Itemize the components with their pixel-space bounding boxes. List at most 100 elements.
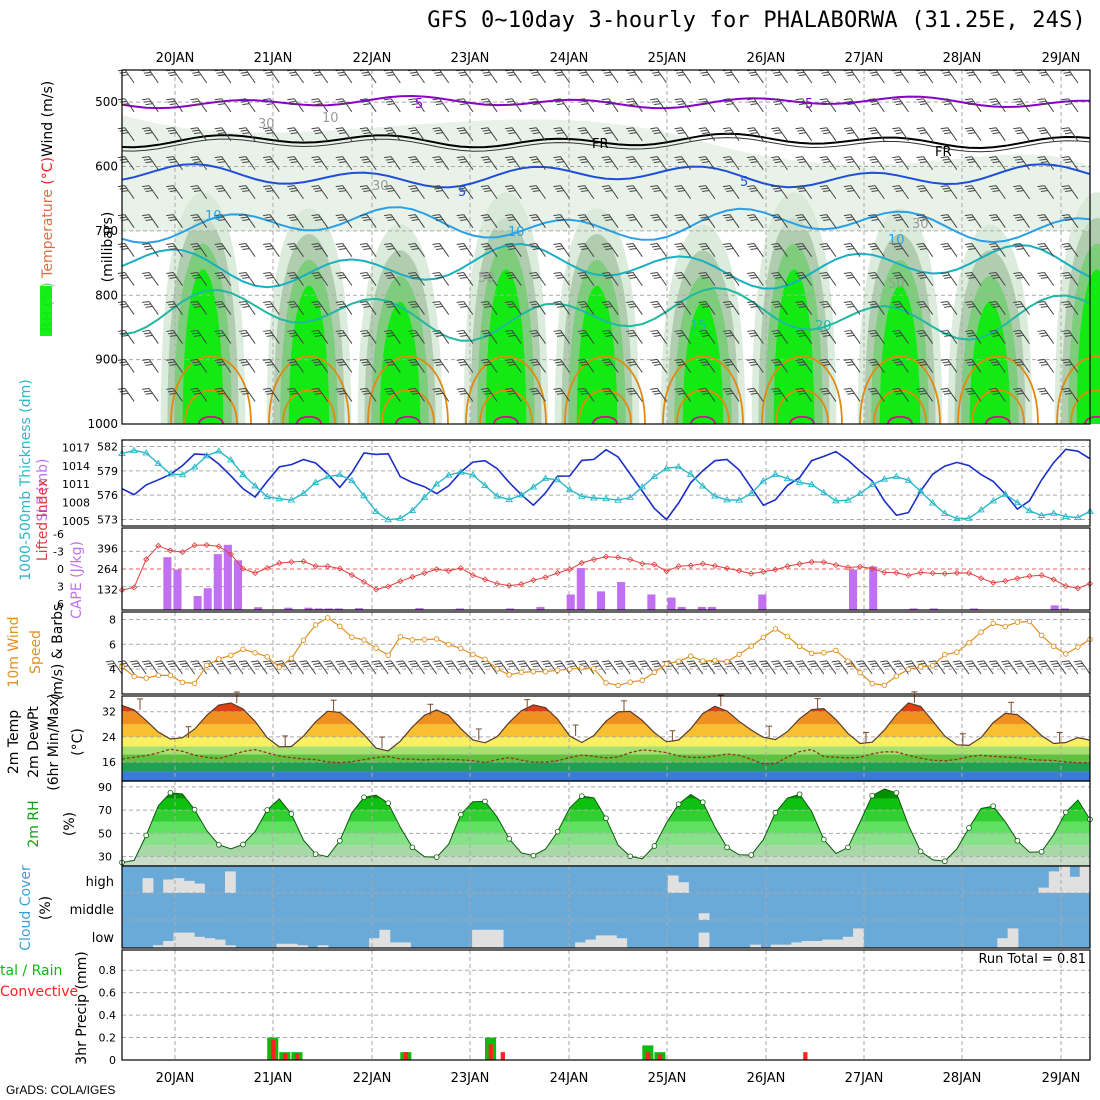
wind-barb-feather (629, 276, 637, 279)
wind-barb-feather (674, 185, 682, 188)
wind-barb-feather (263, 660, 271, 663)
wind-barb-feather (724, 390, 732, 393)
cape-bar (869, 566, 878, 610)
wind-barb-feather (387, 247, 395, 250)
rh2m-point (917, 848, 924, 855)
wind-barb-feather (553, 329, 561, 332)
wind-barb-feather (1061, 329, 1069, 332)
wind-barb-feather (601, 243, 609, 246)
wind-barb-feather (579, 274, 587, 277)
lifted-index-point (373, 586, 380, 593)
wind-barb-feather (311, 98, 319, 101)
wind-barb-feather (893, 129, 902, 132)
wind-barb-feather (529, 156, 537, 159)
wind-barb-feather (337, 129, 345, 132)
wind-barb-feather (314, 103, 323, 106)
wind-barb-feather (387, 665, 395, 668)
wind-barb-feather (408, 214, 416, 217)
wind-speed-point (724, 658, 730, 665)
wind-barb-feather (1065, 219, 1073, 221)
wind-barb-feather (214, 127, 222, 130)
wind-barb (354, 660, 365, 675)
wind-barb-feather (978, 662, 986, 665)
wind-barb-feather (169, 665, 177, 668)
wind-barb-feather (674, 387, 682, 390)
wind-barb-feather (1039, 390, 1047, 393)
surface-isotherm (184, 389, 238, 425)
slp-tick: 1011 (62, 478, 90, 491)
wind-barb-feather (992, 161, 1000, 164)
wind-speed-point (300, 637, 307, 644)
wind-barb-feather (980, 665, 988, 668)
wind-barb-feather (193, 74, 202, 77)
cape-bar (354, 608, 363, 610)
wind-barb-feather (747, 329, 755, 332)
wind-barb-feather (698, 243, 706, 246)
wind-barb (185, 660, 196, 675)
lifted-index-point (1062, 582, 1069, 590)
wind-barb-feather (750, 190, 758, 193)
convective-bar (282, 1053, 288, 1060)
slp-point (481, 481, 489, 488)
wind-barb-feather (192, 216, 200, 219)
wind-barb-feather (651, 71, 660, 74)
cape-bar (647, 594, 656, 610)
wind-barb-feather (868, 329, 876, 332)
contour-label: 50 (888, 277, 905, 292)
wind-barb-feather (482, 158, 490, 161)
wind-barb-feather (447, 665, 456, 668)
wind-barb-feather (651, 129, 660, 132)
cross-section-frame (121, 69, 1091, 425)
cloud-cell-low (317, 945, 329, 948)
wind-speed-point (276, 664, 283, 670)
wind-barb-feather (529, 358, 537, 361)
wind-barb-feather (916, 214, 924, 217)
wind-barb-feather (335, 387, 343, 390)
wind-barb-feather (726, 334, 734, 337)
wind-barb-feather (702, 363, 710, 366)
wind-barb (753, 660, 764, 675)
wind-barb-feather (192, 129, 200, 132)
wind-barb-feather (847, 363, 855, 366)
wind-barb-feather (435, 103, 444, 106)
wind-barb-feather (387, 363, 395, 366)
wind-barb-feather (748, 274, 756, 277)
wind-barb-feather (434, 158, 442, 161)
wind-barb-feather (119, 303, 127, 306)
wind-barb-feather (627, 274, 635, 277)
wind-barb-feather (434, 303, 442, 306)
wind-barb-feather (605, 392, 613, 395)
wind-barb-feather (432, 272, 440, 275)
wind-barb-feather (650, 660, 658, 663)
wind-barb-feather (363, 363, 371, 366)
wind-barb-feather (845, 158, 853, 161)
wind-barb-feather (553, 98, 561, 101)
wind-barb-feather (472, 665, 480, 668)
wind-speed-point (687, 653, 694, 659)
surface-isotherm (690, 415, 716, 425)
wind-barb-feather (726, 74, 734, 77)
wind-barb-feather (264, 158, 272, 161)
credit-label: GrADS: COLA/IGES (6, 1083, 116, 1097)
wind-barb-feather (240, 216, 248, 219)
wind-barb-feather (845, 332, 853, 335)
slp-point (638, 483, 647, 490)
wind-barb-feather (155, 662, 164, 665)
wind-barb-feather (313, 216, 321, 219)
wind-barb-feather (613, 660, 622, 663)
wind-barb-feather (990, 390, 998, 393)
wind-barb-feather (893, 390, 902, 393)
wind-barb-feather (263, 329, 271, 332)
wind-barb-feather (944, 161, 952, 164)
wind-barb-feather (992, 247, 1000, 250)
wind-barb-feather (990, 100, 998, 103)
cloud-cell-high (1059, 866, 1070, 893)
lifted-index-line (121, 544, 1091, 591)
wind-barb-feather (700, 100, 708, 103)
wind-barb-feather (167, 303, 176, 306)
wind-barb-feather (1061, 127, 1069, 130)
wind-barb-feather (724, 303, 732, 306)
wind-barb-feather (976, 660, 985, 663)
wind-barb-feather (335, 300, 343, 303)
wind-barb-feather (263, 214, 271, 217)
